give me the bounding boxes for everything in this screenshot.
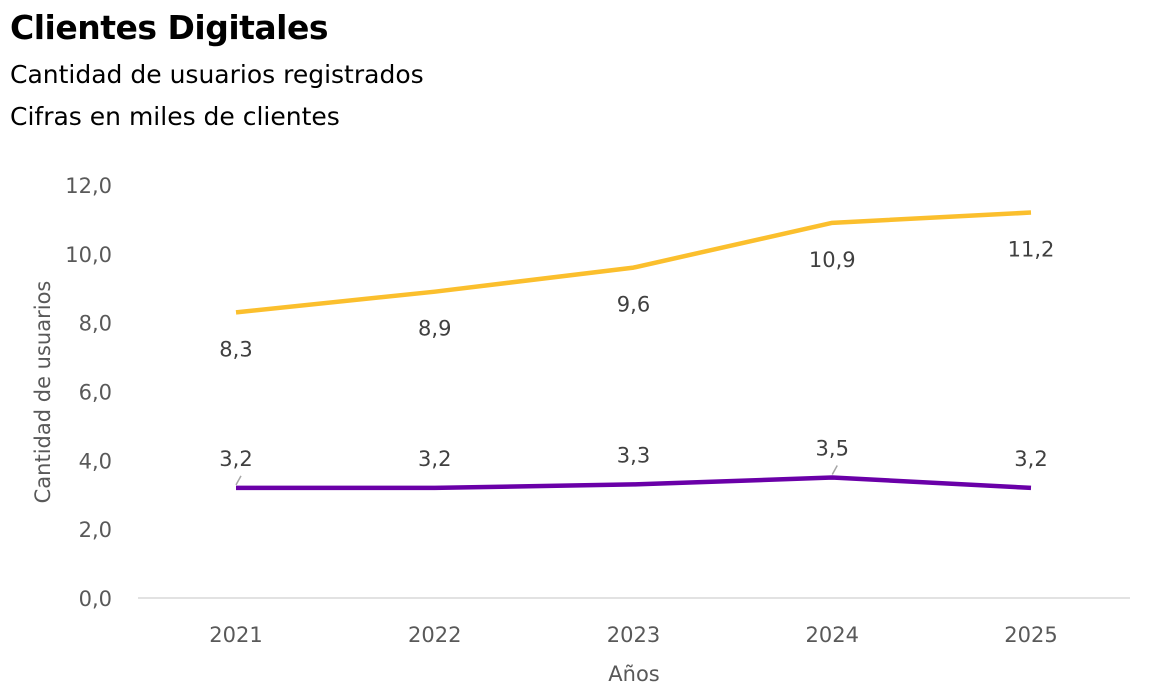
y-axis-title: Cantidad de usuarios <box>31 281 55 504</box>
x-tick-label: 2024 <box>806 623 859 647</box>
data-label: 8,9 <box>418 317 451 341</box>
series-line-0 <box>235 210 1032 315</box>
data-label-leader-line <box>831 465 838 475</box>
y-tick-label: 10,0 <box>65 243 112 267</box>
data-label: 8,3 <box>219 337 252 361</box>
y-tick-label: 12,0 <box>65 174 112 198</box>
y-tick-label: 2,0 <box>79 518 112 542</box>
chart-subtitle: Cantidad de usuarios registrados <box>10 60 424 89</box>
data-label-leader-line <box>235 475 242 486</box>
y-tick-label: 6,0 <box>79 381 112 405</box>
x-tick-label: 2025 <box>1004 623 1057 647</box>
x-tick-label: 2021 <box>209 623 262 647</box>
data-label: 3,3 <box>617 443 650 467</box>
data-label: 11,2 <box>1008 238 1055 262</box>
data-label: 10,9 <box>809 248 856 272</box>
y-tick-label: 8,0 <box>79 312 112 336</box>
series-line-1 <box>236 475 1032 491</box>
chart-subtitle-units: Cifras en miles de clientes <box>10 102 340 131</box>
x-tick-label: 2022 <box>408 623 461 647</box>
y-tick-label: 0,0 <box>79 587 112 611</box>
data-label: 3,2 <box>1014 447 1047 471</box>
y-tick-label: 4,0 <box>79 449 112 473</box>
data-label: 3,2 <box>219 447 252 471</box>
x-tick-label: 2023 <box>607 623 660 647</box>
data-label: 3,2 <box>418 447 451 471</box>
chart-title: Clientes Digitales <box>10 8 329 47</box>
data-label: 9,6 <box>617 293 650 317</box>
data-label: 3,5 <box>816 437 849 461</box>
x-axis-title: Años <box>608 662 659 686</box>
